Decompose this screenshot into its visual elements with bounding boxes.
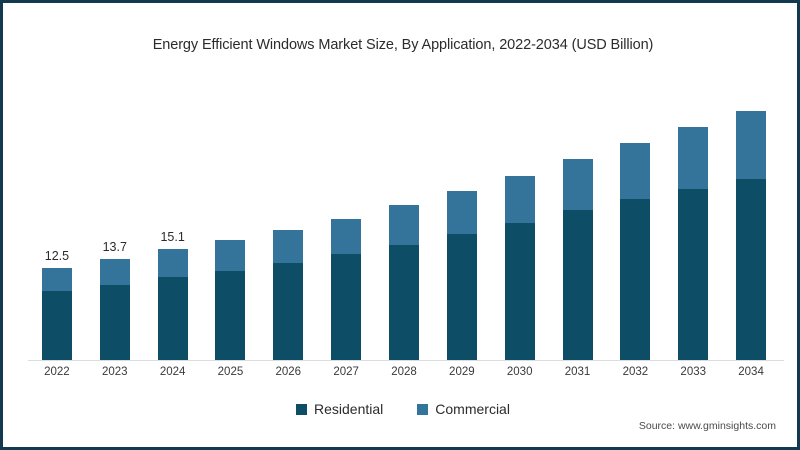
bar-segment-commercial-2032[interactable] xyxy=(620,142,651,199)
bar-segment-commercial-2034[interactable] xyxy=(736,111,767,179)
bar-segment-residential-2032[interactable] xyxy=(620,198,651,361)
bar-column-2027[interactable] xyxy=(318,218,374,361)
bar-column-2022[interactable]: 12.5 xyxy=(29,249,85,361)
bar-segment-commercial-2031[interactable] xyxy=(562,159,593,211)
bar-column-2025[interactable] xyxy=(202,240,258,361)
plot-area: 12.5 13.7 15.1 xyxy=(28,94,780,361)
x-tick-label-2027: 2027 xyxy=(333,366,359,378)
chart-title: Energy Efficient Windows Market Size, By… xyxy=(152,37,654,53)
bar-segment-residential-2023[interactable] xyxy=(99,284,130,361)
bar-value-label-2022: 12.5 xyxy=(44,249,70,264)
bar-column-2024[interactable]: 15.1 xyxy=(145,230,201,361)
bar-segment-residential-2028[interactable] xyxy=(389,244,419,361)
bar-segment-residential-2029[interactable] xyxy=(446,234,477,361)
bar-column-2026[interactable] xyxy=(260,230,316,361)
stacked-bar[interactable] xyxy=(562,159,593,361)
x-tick-label-2026: 2026 xyxy=(275,366,302,378)
bar-segment-residential-2024[interactable] xyxy=(157,277,188,361)
bar-segment-residential-2022[interactable] xyxy=(41,291,72,361)
x-tick-label-2025: 2025 xyxy=(217,366,244,378)
stacked-bar[interactable] xyxy=(620,142,651,361)
bar-column-2023[interactable]: 13.7 xyxy=(87,240,143,361)
stacked-bar[interactable]: 12.5 xyxy=(41,249,72,361)
stacked-bar[interactable] xyxy=(273,230,304,361)
bar-segment-residential-2033[interactable] xyxy=(678,188,709,361)
x-axis-line xyxy=(28,360,784,361)
bar-column-2029[interactable] xyxy=(434,191,490,361)
source-attribution: Source: www.gminsights.com xyxy=(638,420,776,432)
stacked-bar[interactable] xyxy=(215,240,246,361)
legend-label: Residential xyxy=(314,401,384,417)
stacked-bar[interactable] xyxy=(331,218,362,361)
bar-segment-commercial-2023[interactable] xyxy=(99,259,130,285)
bar-segment-commercial-2026[interactable] xyxy=(273,230,304,264)
x-tick-label-2029: 2029 xyxy=(449,366,475,378)
stacked-bar[interactable] xyxy=(389,205,419,361)
stacked-bar[interactable] xyxy=(446,191,477,361)
bar-segment-commercial-2025[interactable] xyxy=(215,240,246,271)
bar-segment-residential-2027[interactable] xyxy=(331,254,362,361)
legend-item-residential[interactable]: Residential xyxy=(296,401,383,417)
stacked-bar[interactable] xyxy=(678,127,709,361)
bar-segment-commercial-2029[interactable] xyxy=(446,191,477,235)
bar-column-2028[interactable] xyxy=(376,205,432,361)
x-axis-tick-labels: 2022 2023 2024 2025 2026 2027 2028 2029 2030 2031… xyxy=(28,366,780,386)
bar-segment-commercial-2027[interactable] xyxy=(331,218,362,255)
bar-value-label-2024: 15.1 xyxy=(160,230,185,245)
x-tick-label-2034: 2034 xyxy=(738,366,764,378)
bar-segment-commercial-2030[interactable] xyxy=(504,176,535,224)
bar-value-label-2023: 13.7 xyxy=(102,240,127,255)
x-tick-label-2033: 2033 xyxy=(680,366,707,378)
legend-swatch-icon-commercial xyxy=(417,403,429,415)
bar-column-2032[interactable] xyxy=(607,142,663,361)
bar-segment-residential-2031[interactable] xyxy=(562,210,593,361)
legend-label: Commercial xyxy=(435,401,510,417)
bar-segment-commercial-2033[interactable] xyxy=(678,127,709,189)
stacked-bar[interactable] xyxy=(504,176,535,361)
x-tick-label-2023: 2023 xyxy=(101,366,128,378)
bar-column-2034[interactable] xyxy=(723,111,779,361)
bar-column-2031[interactable] xyxy=(550,159,606,361)
x-tick-label-2032: 2032 xyxy=(622,366,649,378)
bar-segment-residential-2034[interactable] xyxy=(736,178,767,361)
bar-segment-commercial-2022[interactable] xyxy=(41,268,72,292)
chart-canvas: Energy Efficient Windows Market Size, By… xyxy=(6,6,794,444)
chart-legend: Residential Commercial xyxy=(6,401,800,417)
stacked-bar[interactable] xyxy=(736,111,767,361)
x-tick-label-2024: 2024 xyxy=(159,366,186,378)
bar-column-2033[interactable] xyxy=(665,127,721,361)
x-tick-label-2031: 2031 xyxy=(564,366,591,378)
bar-segment-residential-2026[interactable] xyxy=(273,263,304,361)
bar-column-2030[interactable] xyxy=(492,176,548,361)
stacked-bar[interactable]: 15.1 xyxy=(157,230,188,361)
legend-item-commercial[interactable]: Commercial xyxy=(417,401,510,417)
x-tick-label-2030: 2030 xyxy=(506,366,533,378)
bar-segment-commercial-2028[interactable] xyxy=(389,205,419,245)
legend-swatch-icon-residential xyxy=(296,403,308,415)
bar-segment-residential-2030[interactable] xyxy=(504,223,535,361)
x-tick-label-2022: 2022 xyxy=(44,366,70,378)
stacked-bar[interactable]: 13.7 xyxy=(99,240,130,361)
bar-segment-commercial-2024[interactable] xyxy=(157,249,188,278)
x-tick-label-2028: 2028 xyxy=(391,366,417,378)
bar-segment-residential-2025[interactable] xyxy=(215,270,246,361)
